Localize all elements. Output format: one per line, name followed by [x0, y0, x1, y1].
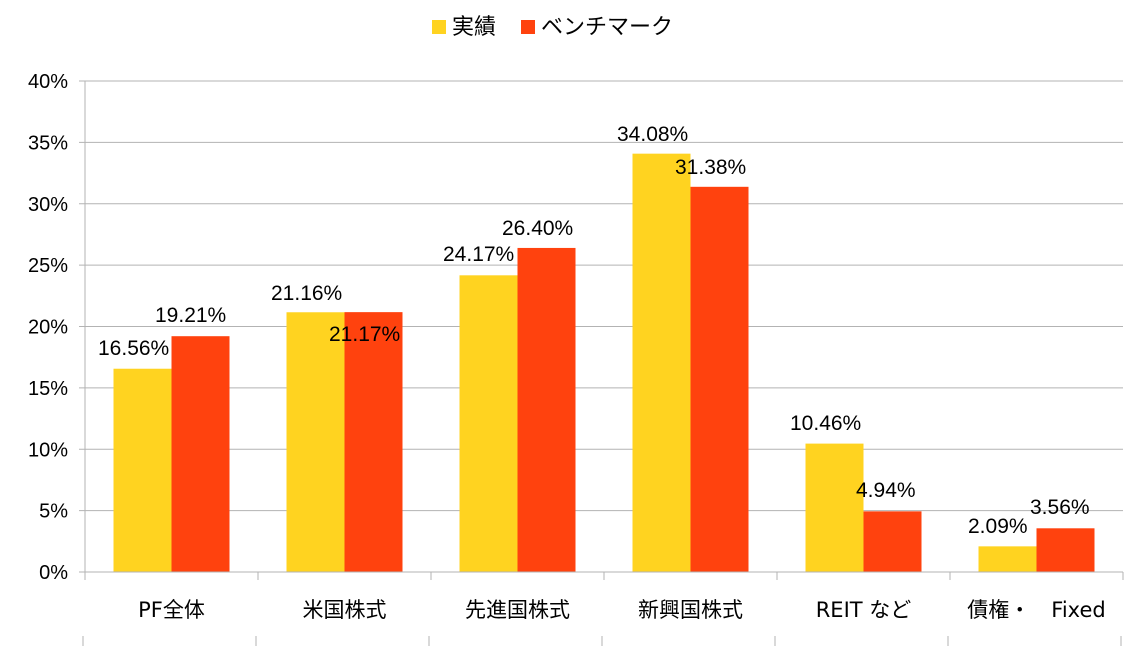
bar-actual [459, 275, 518, 572]
x-category-label: 新興国株式 [638, 598, 743, 622]
y-axis: 0% 5% 10% 15% 20% 25% 30% 35% 40% [28, 71, 86, 584]
x-category-label: 米国株式 [303, 598, 387, 622]
bar-actual [286, 312, 345, 572]
legend-label-1: 実績 [452, 15, 496, 40]
data-labels: 16.56% 19.21% 21.16% 21.17% 24.17% 26.40% 34.0… [98, 123, 1090, 538]
data-label-benchmark: 31.38% [675, 156, 746, 179]
y-tick-label: 20% [28, 317, 68, 339]
bars [113, 153, 1095, 573]
x-category-label: PF全体 [138, 598, 205, 622]
legend-swatch-1 [432, 20, 446, 34]
bar-benchmark [517, 247, 576, 572]
y-tick-label: 5% [39, 501, 68, 523]
y-tick-label: 25% [28, 255, 68, 277]
legend: 実績 ベンチマーク [432, 15, 673, 40]
y-tick-label: 15% [28, 378, 68, 400]
bar-benchmark [863, 511, 922, 572]
data-label-actual: 24.17% [443, 243, 514, 266]
data-label-benchmark: 3.56% [1030, 496, 1090, 519]
legend-label-2: ベンチマーク [541, 15, 673, 40]
x-category-label: REIT など [816, 598, 912, 622]
data-label-actual: 2.09% [968, 515, 1028, 538]
x-category-label: 先進国株式 [465, 598, 570, 622]
data-label-benchmark: 21.17% [329, 323, 400, 346]
data-label-benchmark: 4.94% [856, 479, 916, 502]
gridlines [85, 80, 1123, 573]
data-label-actual: 16.56% [98, 337, 169, 360]
x-axis: PF全体 米国株式 先進国株式 新興国株式 REIT など 債権・ Fixed [82, 571, 1124, 646]
data-label-actual: 34.08% [617, 123, 688, 146]
bar-benchmark [690, 186, 749, 573]
bar-actual [632, 153, 691, 572]
legend-swatch-2 [521, 20, 535, 34]
data-label-benchmark: 19.21% [155, 304, 226, 327]
x-category-label: 債権・ Fixed [967, 598, 1105, 622]
bar-actual [805, 443, 864, 572]
bar-actual [113, 368, 172, 572]
y-tick-label: 0% [39, 562, 68, 584]
y-tick-label: 30% [28, 194, 68, 216]
y-tick-label: 10% [28, 439, 68, 461]
data-label-benchmark: 26.40% [502, 217, 573, 240]
data-label-actual: 10.46% [790, 412, 861, 435]
y-tick-label: 35% [28, 132, 68, 154]
bar-actual [978, 546, 1037, 572]
bar-benchmark [344, 312, 403, 572]
bar-benchmark [171, 336, 230, 572]
data-label-actual: 21.16% [271, 282, 342, 305]
y-tick-label: 40% [28, 71, 68, 93]
bar-benchmark [1036, 528, 1095, 572]
